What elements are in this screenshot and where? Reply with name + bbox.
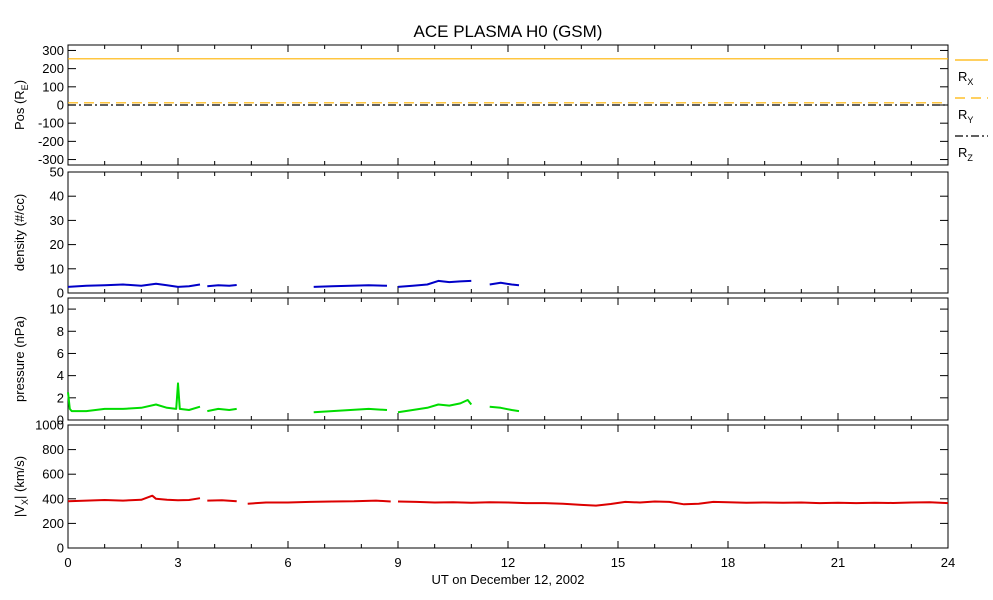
y-tick-label: 4 [57, 368, 64, 383]
x-tick-label: 21 [831, 555, 845, 570]
panel-pressure: 10 8 6 4 2 0 pressure (nPa) [12, 297, 949, 428]
density-segment-0 [67, 282, 201, 288]
panel-density: 50 40 30 20 10 0 density (#/cc) [12, 165, 949, 301]
pressure-segment-0 [67, 382, 201, 413]
y-axis-label-pressure: pressure (nPa) [12, 316, 27, 402]
y-axis-label-subscript: X [20, 499, 30, 505]
y-tick-label: 200 [42, 61, 64, 76]
legend-label-subscript: X [967, 77, 973, 87]
panel-pos: 300 200 100 0 -100 -200 -300 Pos (RE) [12, 43, 949, 167]
y-axis-label-end: | (km/s) [12, 456, 27, 499]
plot-frame-density [67, 171, 949, 294]
legend-label-subscript: Z [967, 153, 973, 163]
x-axis-ticks: 0 3 6 9 12 15 18 21 24 [64, 555, 955, 570]
density-segment-4 [489, 281, 520, 287]
pressure-segment-1 [207, 407, 237, 413]
density-segment-2 [313, 284, 388, 288]
y-tick-label: -200 [38, 134, 64, 149]
legend-label-name: R [958, 145, 967, 160]
y-axis-label-text: Pos (R [12, 90, 27, 130]
y-tick-label: -300 [38, 152, 64, 167]
y-tick-label: 10 [50, 302, 64, 317]
legend-label-ry: RY [958, 107, 973, 125]
legend-label-subscript: Y [967, 115, 973, 125]
y-tick-label: 800 [42, 442, 64, 457]
y-axis-label-text: pressure (nPa) [12, 316, 27, 402]
y-axis-label-end: ) [12, 80, 27, 84]
y-tick-label: 8 [57, 324, 64, 339]
y-tick-label: 10 [50, 261, 64, 276]
x-axis-label: UT on December 12, 2002 [432, 572, 585, 587]
pressure-segment-2 [313, 407, 388, 414]
x-tick-label: 24 [941, 555, 955, 570]
y-tick-label: 6 [57, 346, 64, 361]
y-axis-label-text: density (#/cc) [12, 194, 27, 271]
panel-vx: 1000 800 600 400 200 0 |VX| (km/s) [12, 418, 949, 556]
vx-segment-3 [397, 500, 949, 507]
x-tick-label: 9 [394, 555, 401, 570]
y-axis-label-vx: |VX| (km/s) [12, 456, 30, 517]
plot-frame-pressure [67, 297, 949, 421]
legend-label-rx: RX [958, 69, 973, 87]
x-tick-label: 3 [174, 555, 181, 570]
y-tick-label: 200 [42, 516, 64, 531]
y-axis-label-subscript: E [20, 84, 30, 90]
y-tick-label: 20 [50, 237, 64, 252]
x-tick-label: 6 [284, 555, 291, 570]
y-tick-label: 40 [50, 189, 64, 204]
y-tick-label: 400 [42, 491, 64, 506]
pressure-segment-3 [397, 399, 473, 414]
vx-segment-1 [207, 499, 237, 503]
pressure-segment-4 [489, 405, 520, 413]
y-tick-label: 0 [57, 541, 64, 556]
chart-title: ACE PLASMA H0 (GSM) [414, 22, 603, 41]
y-tick-label: 600 [42, 467, 64, 482]
y-tick-label: 0 [57, 413, 64, 428]
y-tick-label: 50 [50, 165, 64, 180]
y-tick-label: 0 [57, 286, 64, 301]
density-segment-3 [397, 279, 472, 288]
plot-frame-vx [67, 424, 949, 549]
vx-segment-0 [67, 494, 201, 503]
vx-segment-2 [247, 499, 391, 505]
y-axis-label-density: density (#/cc) [12, 194, 27, 271]
legend-label-name: R [958, 69, 967, 84]
y-tick-label: 1000 [35, 418, 64, 433]
x-tick-label: 0 [64, 555, 71, 570]
x-tick-label: 18 [721, 555, 735, 570]
y-axis-label-pos: Pos (RE) [12, 80, 30, 130]
density-segment-1 [207, 284, 237, 288]
y-tick-label: 100 [42, 79, 64, 94]
x-tick-label: 15 [611, 555, 625, 570]
y-axis-label-text: |V [12, 505, 27, 517]
y-tick-label: 30 [50, 213, 64, 228]
legend-label-name: R [958, 107, 967, 122]
y-tick-label: 0 [57, 98, 64, 113]
y-tick-label: 300 [42, 43, 64, 58]
legend-label-rz: RZ [958, 145, 973, 163]
y-tick-label: 2 [57, 390, 64, 405]
y-tick-label: -100 [38, 116, 64, 131]
x-tick-label: 12 [501, 555, 515, 570]
